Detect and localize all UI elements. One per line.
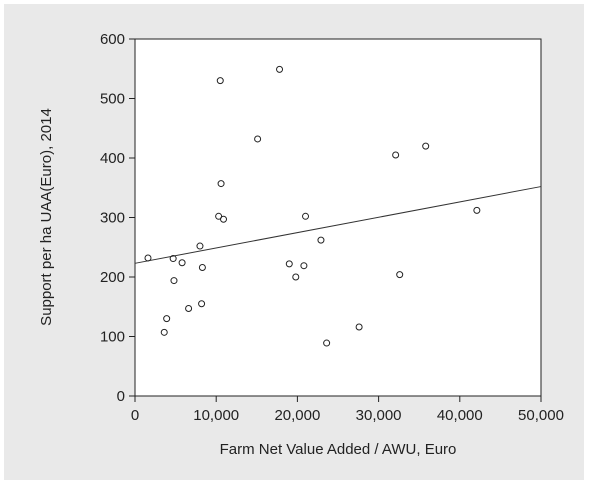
x-tick-label: 10,000 (193, 407, 239, 424)
plot-area (135, 39, 541, 396)
scatter-chart: 0 100 200 300 400 500 600 0 10,000 20,000 30,000 4… (4, 4, 584, 480)
y-tick-label: 200 (100, 269, 125, 286)
chart-frame: 0 100 200 300 400 500 600 0 10,000 20,000 30,000 4… (4, 4, 584, 480)
x-axis-title: Farm Net Value Added / AWU, Euro (220, 441, 457, 458)
y-tick-label: 100 (100, 329, 125, 346)
y-axis-title: Support per ha UAA(Euro), 2014 (38, 108, 55, 326)
x-tick-label: 30,000 (356, 407, 402, 424)
x-axis: 0 10,000 20,000 30,000 40,000 50,000 (131, 396, 564, 424)
x-tick-label: 40,000 (437, 407, 483, 424)
y-tick-label: 600 (100, 31, 125, 48)
x-tick-label: 0 (131, 407, 139, 424)
y-tick-label: 300 (100, 210, 125, 227)
y-tick-label: 400 (100, 150, 125, 167)
x-tick-label: 20,000 (274, 407, 320, 424)
y-tick-label: 0 (117, 388, 125, 405)
x-tick-label: 50,000 (518, 407, 564, 424)
y-axis: 0 100 200 300 400 500 600 (100, 31, 135, 405)
y-tick-label: 500 (100, 91, 125, 108)
